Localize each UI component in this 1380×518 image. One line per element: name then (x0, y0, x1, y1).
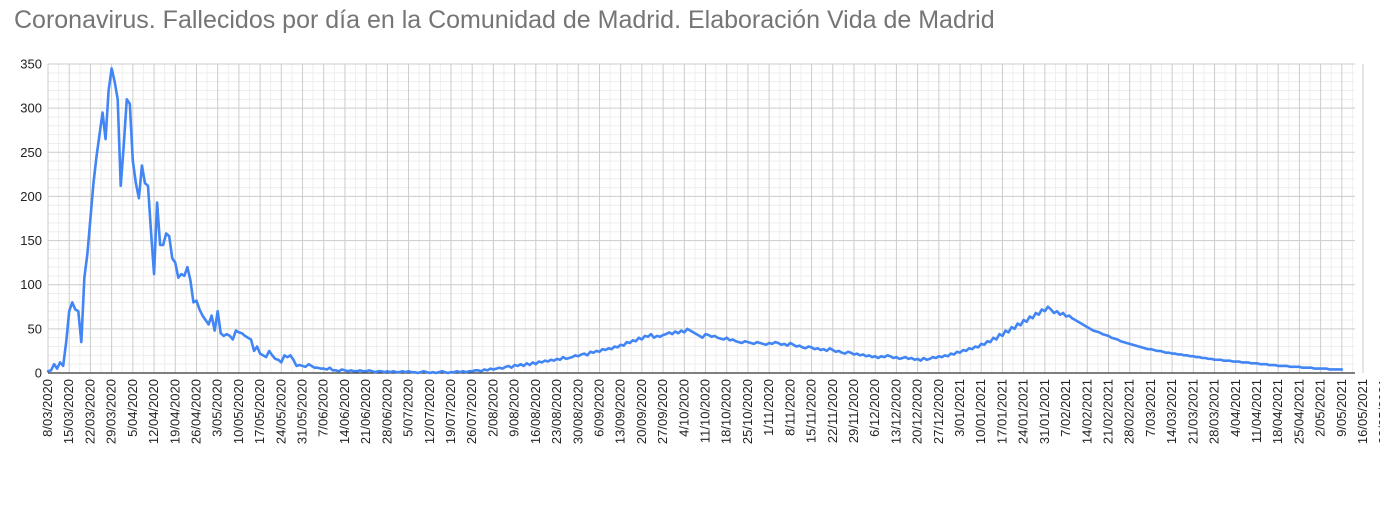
x-tick-label: 29/11/2020 (846, 379, 861, 443)
x-tick-label: 11/04/2021 (1249, 379, 1264, 443)
x-tick-label: 28/02/2021 (1122, 379, 1137, 444)
x-tick-label: 29/03/2020 (104, 379, 119, 444)
x-tick-label: 7/03/2021 (1143, 379, 1158, 437)
y-tick-label: 200 (20, 189, 42, 204)
x-tick-label: 15/03/2020 (61, 379, 76, 444)
x-tick-label: 8/11/2020 (782, 379, 797, 436)
x-tick-label: 30/08/2020 (570, 379, 585, 444)
x-tick-label: 6/12/2020 (867, 379, 882, 437)
x-tick-label: 8/03/2020 (40, 379, 55, 437)
x-tick-label: 21/06/2020 (358, 379, 373, 444)
x-tick-label: 9/05/2021 (1334, 379, 1349, 437)
x-tick-label: 20/09/2020 (634, 379, 649, 444)
x-tick-label: 17/01/2021 (994, 379, 1009, 444)
x-tick-label: 4/10/2020 (676, 379, 691, 437)
x-tick-label: 12/07/2020 (422, 379, 437, 444)
y-tick-label: 50 (28, 321, 42, 336)
x-tick-label: 25/10/2020 (740, 379, 755, 444)
x-tick-label: 19/04/2020 (167, 379, 182, 444)
x-tick-label: 25/04/2021 (1291, 379, 1306, 444)
x-tick-label: 26/07/2020 (464, 379, 479, 444)
major-gridlines (47, 63, 1364, 374)
y-tick-label: 300 (20, 101, 42, 116)
x-tick-label: 18/10/2020 (719, 379, 734, 444)
x-tick-label: 1/11/2020 (761, 379, 776, 436)
x-tick-label: 9/08/2020 (507, 379, 522, 437)
x-tick-label: 4/04/2021 (1228, 379, 1243, 437)
y-tick-label: 0 (35, 366, 42, 381)
x-tick-label: 14/03/2021 (1164, 379, 1179, 444)
series-line-daily-deaths (46, 67, 1344, 375)
x-tick-label: 28/03/2021 (1207, 379, 1222, 444)
x-tick-label: 2/08/2020 (485, 379, 500, 437)
x-tick-label: 14/02/2021 (1079, 379, 1094, 444)
x-tick-label: 5/07/2020 (401, 379, 416, 437)
x-tick-label: 28/06/2020 (379, 379, 394, 444)
x-tick-label: 26/04/2020 (188, 379, 203, 444)
x-tick-label: 6/09/2020 (591, 379, 606, 437)
x-tick-label: 16/08/2020 (528, 379, 543, 444)
x-tick-label: 11/10/2020 (698, 379, 713, 443)
x-tick-label: 24/01/2021 (1016, 379, 1031, 444)
y-tick-label: 100 (20, 277, 42, 292)
x-tick-label: 21/02/2021 (1101, 379, 1116, 444)
x-tick-label: 3/05/2020 (210, 379, 225, 437)
x-tick-label: 23/05/2021 (1376, 379, 1380, 444)
x-tick-label: 7/02/2021 (1058, 379, 1073, 437)
x-tick-label: 21/03/2021 (1185, 379, 1200, 444)
y-axis-tick-labels: 0 50 100 150 200 250 300 350 (20, 57, 42, 381)
x-tick-label: 18/04/2021 (1270, 379, 1285, 444)
y-tick-label: 250 (20, 145, 42, 160)
x-tick-label: 3/01/2021 (952, 379, 967, 437)
x-tick-label: 22/03/2020 (82, 379, 97, 444)
x-axis-tick-labels: 8/03/2020 15/03/2020 22/03/2020 29/03/2020 5… (40, 379, 1380, 444)
x-tick-label: 31/01/2021 (1037, 379, 1052, 444)
x-tick-label: 13/12/2020 (888, 379, 903, 444)
x-tick-label: 10/05/2020 (231, 379, 246, 444)
x-tick-label: 27/09/2020 (655, 379, 670, 444)
x-tick-label: 10/01/2021 (973, 379, 988, 444)
x-tick-label: 15/11/2020 (804, 379, 819, 443)
x-tick-label: 31/05/2020 (295, 379, 310, 444)
x-tick-label: 13/09/2020 (613, 379, 628, 444)
x-tick-label: 27/12/2020 (931, 379, 946, 444)
x-tick-label: 12/04/2020 (146, 379, 161, 444)
x-tick-label: 16/05/2021 (1355, 379, 1370, 444)
x-tick-label: 14/06/2020 (337, 379, 352, 444)
y-tick-label: 150 (20, 233, 42, 248)
minor-gridlines (48, 64, 1355, 373)
x-tick-label: 20/12/2020 (910, 379, 925, 444)
x-tick-label: 2/05/2021 (1313, 379, 1328, 437)
x-tick-label: 22/11/2020 (825, 379, 840, 443)
x-tick-label: 7/06/2020 (316, 379, 331, 437)
y-tick-label: 350 (20, 57, 42, 72)
x-tick-label: 23/08/2020 (549, 379, 564, 444)
x-tick-label: 19/07/2020 (443, 379, 458, 444)
x-tick-label: 5/04/2020 (125, 379, 140, 437)
chart-title: Coronavirus. Fallecidos por día en la Co… (14, 6, 995, 34)
x-tick-label: 24/05/2020 (273, 379, 288, 444)
x-tick-label: 17/05/2020 (252, 379, 267, 444)
